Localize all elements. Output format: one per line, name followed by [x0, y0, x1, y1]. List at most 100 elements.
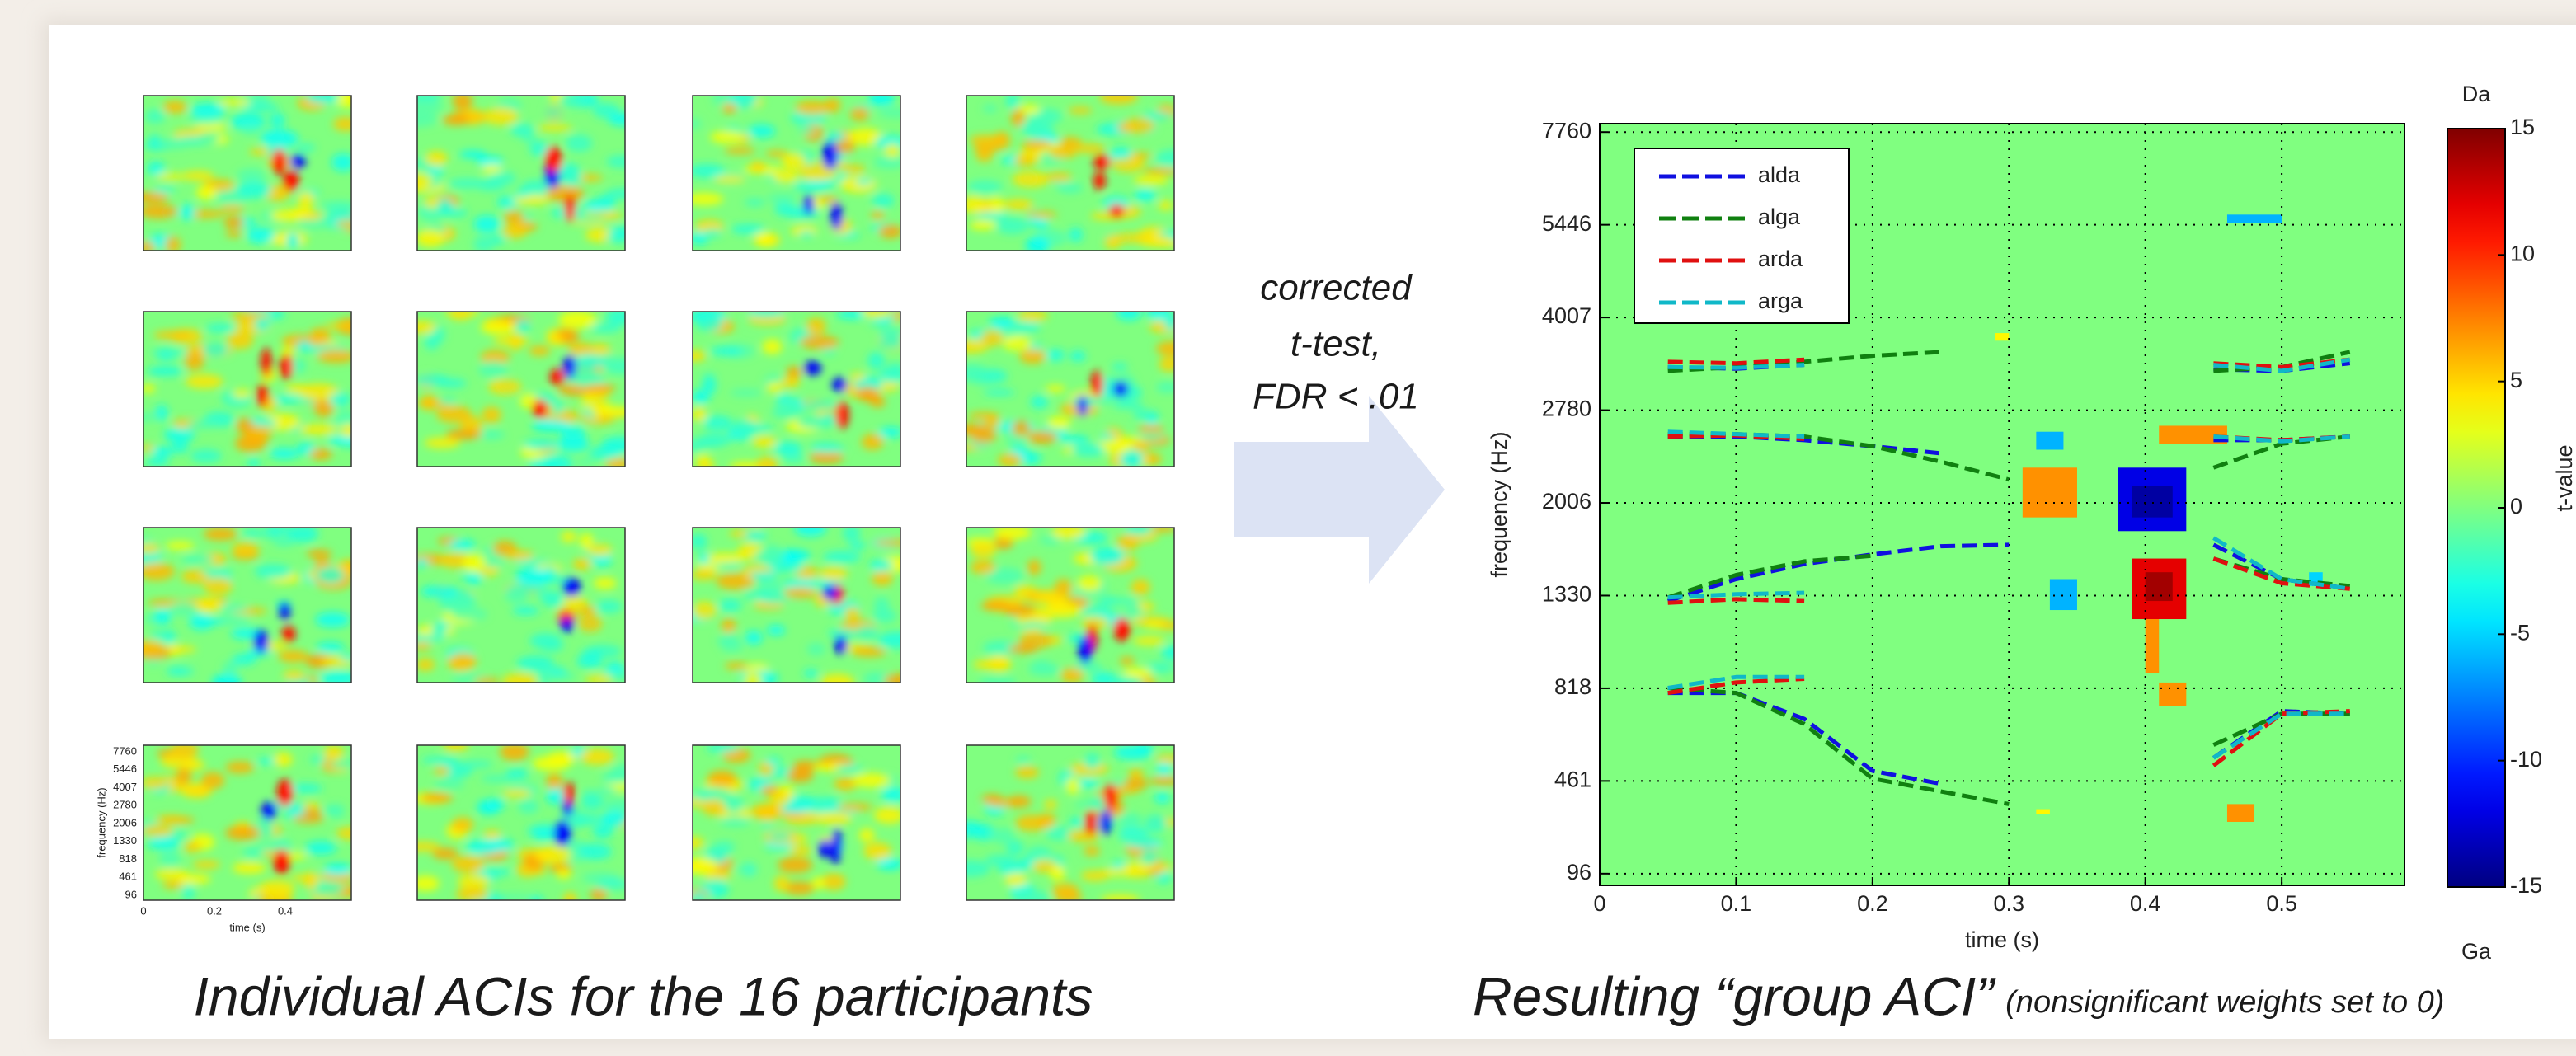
x-tick-label: 0.4	[278, 904, 293, 917]
noise-blob	[451, 855, 485, 873]
noise-blob	[601, 436, 625, 453]
noise-blob	[794, 528, 827, 537]
participant-map	[966, 311, 1175, 467]
noise-blob	[533, 828, 556, 841]
noise-blob	[448, 178, 487, 189]
noise-blob	[993, 528, 1032, 540]
noise-blob	[861, 434, 884, 450]
noise-blob	[810, 442, 842, 453]
y-tick-label: 2780	[1542, 397, 1591, 421]
y-tick-label: 2780	[113, 799, 137, 811]
noise-blob	[323, 745, 344, 761]
noise-blob	[204, 323, 237, 333]
noise-blob	[878, 327, 900, 340]
noise-blob	[1006, 432, 1029, 448]
noise-blob	[151, 349, 188, 357]
noise-blob	[878, 224, 900, 238]
noise-blob	[831, 378, 847, 392]
noise-blob	[765, 150, 788, 157]
noise-blob	[563, 892, 577, 900]
noise-blob	[1019, 349, 1046, 364]
noise-blob	[1018, 312, 1049, 322]
noise-blob	[254, 842, 291, 852]
noise-blob	[1093, 171, 1106, 190]
y-tick-label: 5446	[113, 763, 137, 775]
noise-blob	[822, 141, 839, 170]
noise-blob	[226, 331, 254, 350]
caption: Individual ACIs for the 16 participants	[194, 965, 1093, 1026]
noise-blob	[331, 153, 351, 171]
noise-blob	[822, 584, 838, 600]
noise-blob	[176, 767, 192, 785]
noise-blob	[1059, 435, 1090, 444]
noise-blob	[289, 874, 326, 882]
noise-blob	[538, 638, 564, 653]
noise-blob	[873, 597, 890, 613]
noise-blob	[786, 366, 802, 379]
noise-blob	[283, 669, 307, 681]
heatmap-cell	[2145, 619, 2160, 673]
noise-blob	[165, 236, 181, 251]
noise-blob	[837, 803, 873, 811]
noise-blob	[719, 815, 750, 827]
noise-blob	[522, 136, 538, 143]
noise-blob	[477, 800, 501, 815]
map-texture	[143, 96, 351, 251]
noise-blob	[1051, 528, 1086, 539]
noise-blob	[778, 857, 813, 873]
noise-blob	[417, 96, 442, 102]
noise-blob	[309, 448, 332, 460]
noise-blob	[744, 198, 765, 207]
noise-blob	[1084, 846, 1100, 857]
noise-blob	[269, 112, 285, 129]
colorbar-tick-label: -15	[2510, 873, 2542, 898]
noise-blob	[873, 155, 900, 169]
map-content	[143, 745, 351, 900]
noise-blob	[201, 568, 233, 577]
y-tick-label: 4007	[1542, 303, 1591, 328]
noise-blob	[1154, 754, 1174, 763]
noise-blob	[182, 758, 204, 771]
noise-blob	[574, 354, 606, 368]
noise-blob	[693, 836, 705, 849]
noise-blob	[867, 96, 895, 106]
noise-blob	[969, 220, 996, 230]
participant-map	[966, 527, 1175, 683]
noise-blob	[1025, 211, 1058, 218]
noise-blob	[984, 415, 999, 429]
noise-blob	[1133, 636, 1165, 646]
y-tick-label: 818	[119, 852, 137, 865]
noise-blob	[594, 881, 625, 891]
noise-blob	[985, 196, 1005, 214]
noise-blob	[1101, 894, 1140, 900]
noise-blob	[862, 312, 893, 318]
map-frame	[692, 527, 901, 683]
noise-blob	[835, 765, 863, 772]
map-texture	[143, 745, 351, 900]
noise-blob	[143, 562, 176, 581]
map-content	[417, 312, 625, 467]
noise-blob	[872, 608, 897, 623]
noise-blob	[147, 837, 181, 851]
noise-blob	[815, 811, 853, 825]
noise-blob	[1045, 385, 1066, 392]
noise-blob	[1137, 432, 1165, 441]
noise-blob	[1071, 444, 1106, 457]
noise-blob	[425, 150, 448, 167]
noise-blob	[309, 327, 331, 345]
noise-blob	[1110, 147, 1133, 159]
noise-blob	[970, 542, 997, 558]
noise-blob	[197, 617, 231, 625]
noise-blob	[1051, 883, 1079, 899]
noise-blob	[480, 775, 515, 782]
noise-blob	[1116, 813, 1143, 828]
noise-blob	[731, 419, 759, 437]
noise-blob	[143, 241, 155, 251]
noise-blob	[821, 873, 846, 890]
noise-blob	[1045, 350, 1065, 358]
noise-blob	[319, 671, 351, 683]
noise-blob	[1074, 143, 1106, 153]
noise-blob	[966, 828, 975, 838]
heatmap-cell	[2145, 572, 2173, 602]
noise-blob	[254, 564, 293, 580]
